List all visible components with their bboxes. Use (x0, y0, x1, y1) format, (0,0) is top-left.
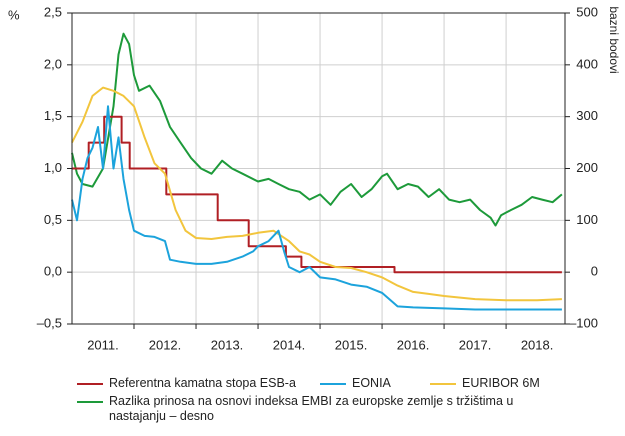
legend-swatch (320, 383, 346, 385)
legend-label: EONIA (352, 376, 391, 390)
plot-frame (71, 12, 566, 325)
x-tick-label: 2014. (273, 337, 306, 352)
series-line (71, 105, 562, 311)
y-tick-label: 2,5 (44, 4, 62, 19)
x-tick-label: 2015. (335, 337, 368, 352)
legend-swatch (77, 401, 103, 403)
x-tick-label: 2012. (149, 337, 182, 352)
legend-label: EURIBOR 6M (462, 376, 540, 390)
y2-tick-label: 200 (576, 160, 598, 175)
series-line (72, 115, 562, 274)
x-tick-label: 2018. (521, 337, 554, 352)
x-tick-label: 2017. (459, 337, 492, 352)
y2-tick-label: 100 (576, 212, 598, 227)
y-tick-label: 1,5 (44, 108, 62, 123)
y2-axis-title: bazni bodovi (607, 6, 621, 73)
legend-label: Referentna kamatna stopa ESB-a (109, 376, 296, 390)
series-line (71, 86, 562, 302)
legend-swatch (430, 383, 456, 385)
y-tick-label: 1,0 (44, 160, 62, 175)
y2-tick-label: 0 (591, 264, 598, 279)
y-tick-label: 2,0 (44, 56, 62, 71)
legend-swatch (77, 383, 103, 385)
legend-item: EURIBOR 6M (430, 376, 580, 391)
y2-tick-label: 300 (576, 108, 598, 123)
chart: % bazni bodovi 2,5 2,0 1,5 1,0 0,5 0,0 –0,5 500… (8, 4, 621, 352)
legend-label: Razlika prinosa na osnovi indeksa EMBI z… (109, 394, 514, 423)
y-axis-unit: % (8, 7, 20, 22)
x-tick-label: 2011. (87, 337, 119, 352)
legend-item: Razlika prinosa na osnovi indeksa EMBI z… (77, 394, 547, 424)
y2-tick-label: –100 (569, 315, 598, 330)
y2-tick-label: 500 (576, 4, 598, 19)
y-tick-label: 0,5 (44, 212, 62, 227)
y2-tick-label: 400 (576, 56, 598, 71)
y-tick-label: 0,0 (44, 264, 62, 279)
x-tick-label: 2016. (397, 337, 430, 352)
x-tick-label: 2013. (211, 337, 244, 352)
legend-item: EONIA (320, 376, 420, 391)
y-tick-label: –0,5 (37, 315, 62, 330)
series-line (71, 32, 563, 227)
legend-item: Referentna kamatna stopa ESB-a (77, 376, 307, 391)
